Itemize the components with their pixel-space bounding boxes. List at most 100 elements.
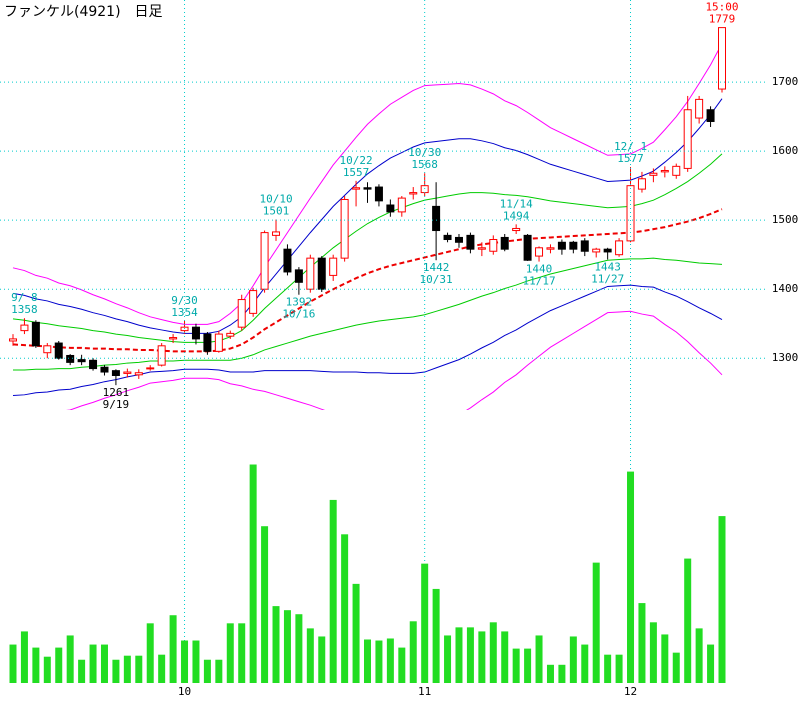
candle-body (535, 247, 544, 257)
candle-body (386, 204, 395, 213)
y-tick-label: 1700 (772, 75, 799, 88)
candle-body (214, 333, 223, 352)
volume-bar (55, 647, 63, 683)
candle-body (718, 27, 726, 90)
band-line (12, 43, 723, 325)
candle-body (66, 354, 75, 363)
volume-bar (32, 647, 40, 683)
candle-body (191, 326, 200, 340)
candle-body (123, 371, 132, 374)
candle-body (111, 370, 120, 376)
volume-bar (261, 526, 269, 683)
volume-bar (146, 623, 154, 683)
volume-bar (421, 563, 429, 683)
volume-bar (20, 631, 28, 683)
candle-body (340, 198, 349, 259)
volume-bar (627, 471, 635, 683)
y-tick-label: 1500 (772, 213, 799, 226)
volume-bar (215, 659, 223, 683)
candle-body (489, 239, 498, 252)
candle-body (134, 372, 143, 376)
volume-bar (375, 640, 383, 683)
candle-body (637, 178, 646, 190)
volume-bar (295, 614, 303, 683)
annotation: 10/30 (408, 146, 441, 159)
candle-body (9, 338, 17, 342)
candle-body (683, 109, 692, 169)
volume-bar (524, 648, 532, 683)
volume-bar (432, 588, 440, 683)
candle-body (146, 367, 155, 370)
candle-body (54, 342, 63, 359)
candle-body (317, 257, 326, 290)
annotation: 12/ 1 (614, 140, 647, 153)
x-tick-label: 12 (624, 685, 637, 698)
annotation: 1568 (411, 158, 438, 171)
candle-body (500, 236, 509, 250)
candle-body (237, 299, 246, 328)
annotation: 1443 (594, 261, 621, 274)
volume-bar (226, 623, 234, 683)
volume-bar (192, 640, 200, 683)
volume-bar (123, 655, 131, 683)
volume-bar (181, 640, 189, 683)
volume-bar (135, 655, 143, 683)
volume-bar (695, 628, 703, 683)
candle-body (100, 366, 109, 373)
annotation: 1557 (343, 166, 370, 179)
candle-body (466, 234, 475, 250)
candle-body (157, 345, 166, 366)
volume-bar (249, 464, 257, 683)
annotation: 11/14 (500, 197, 533, 210)
volume-bar (661, 634, 669, 683)
band-line (13, 257, 723, 371)
volume-bar (592, 562, 600, 683)
candle-body (374, 186, 383, 202)
volume-bar (444, 635, 452, 683)
band-line (66, 310, 723, 410)
candle-body (443, 234, 452, 241)
volume-bar (409, 621, 417, 683)
candle-body (352, 187, 361, 190)
candle-body (306, 257, 315, 290)
candle-body (294, 269, 303, 283)
volume-bar (89, 644, 97, 683)
candle-body (43, 345, 52, 354)
candle-body (20, 324, 29, 332)
candle-body (260, 232, 269, 290)
volume-bar (466, 627, 474, 683)
candle-body (580, 240, 589, 252)
volume-bar (169, 615, 177, 683)
candle-body (615, 240, 624, 256)
candle-body (420, 185, 429, 194)
candle-body (649, 172, 658, 176)
candle-body (660, 169, 669, 173)
volume-bar (364, 639, 371, 683)
volume-bar (581, 644, 589, 683)
volume-bar (100, 644, 108, 683)
annotation: 1779 (709, 13, 736, 26)
volume-bar (638, 603, 646, 683)
volume-bar (398, 647, 406, 683)
candle-body (249, 290, 258, 314)
volume-bar (66, 635, 74, 683)
volume-bar (604, 654, 612, 683)
x-tick-label: 10 (178, 685, 191, 698)
volume-bar (512, 648, 520, 683)
volume-bar (489, 622, 497, 683)
volume-bar (501, 631, 509, 683)
volume-bar (558, 664, 566, 683)
volume-bar (238, 623, 246, 683)
candle-body (454, 236, 463, 243)
price-panel (9, 27, 726, 410)
candle-body (557, 241, 566, 250)
candle-body (706, 109, 715, 122)
candle-body (77, 359, 86, 363)
candle-body (397, 197, 406, 213)
band-line (12, 153, 723, 343)
annotation: 1354 (171, 306, 198, 319)
volume-bar (306, 628, 314, 683)
volume-bar (478, 631, 486, 683)
candle-body (512, 227, 521, 232)
annotation: 11/17 (522, 275, 555, 288)
